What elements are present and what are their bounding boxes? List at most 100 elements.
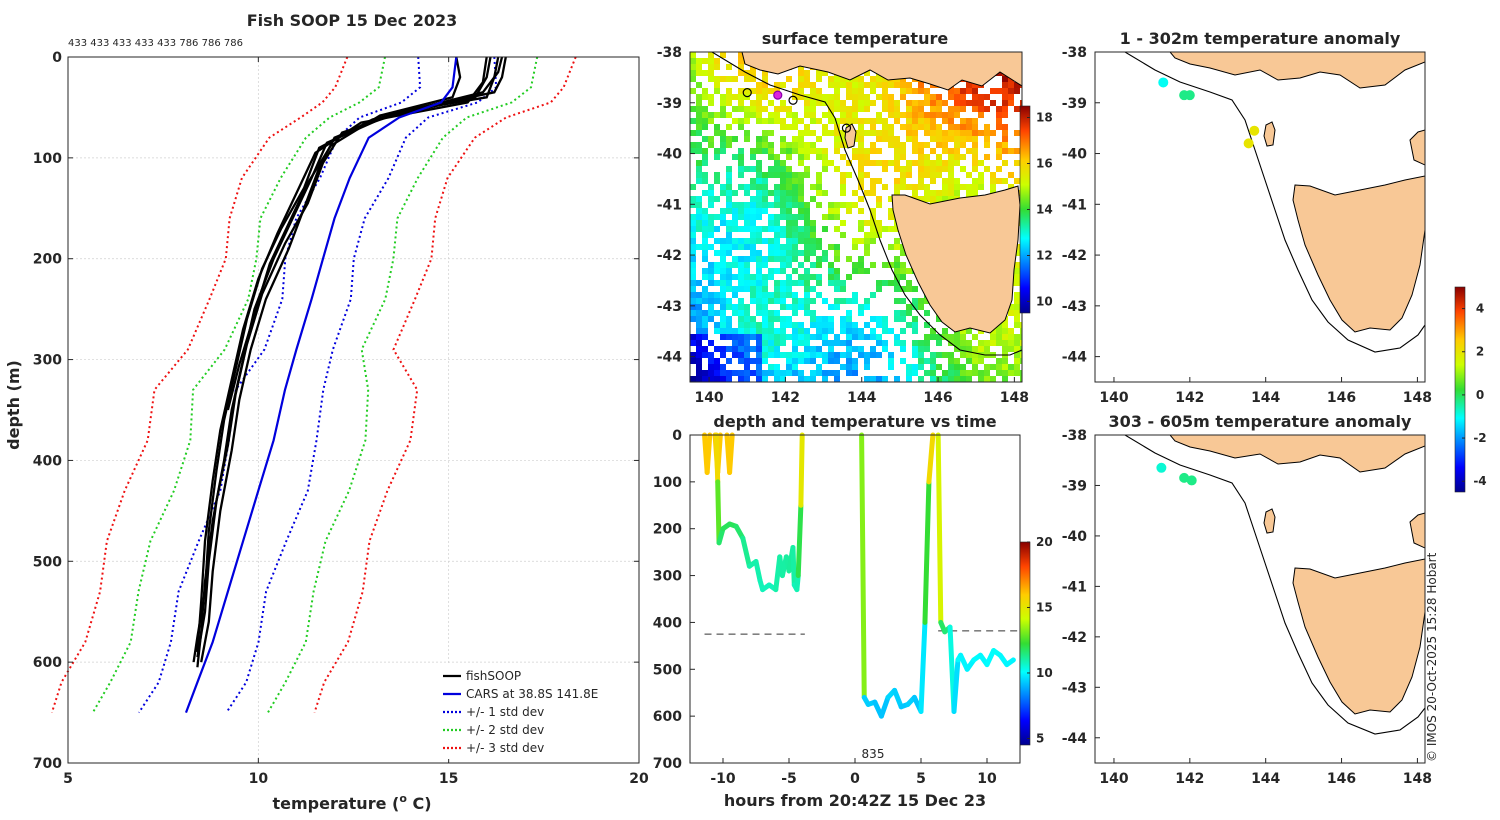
sst-cell (768, 202, 774, 208)
sst-cell (906, 184, 912, 190)
sst-cell (852, 88, 858, 94)
sst-cell (972, 124, 978, 130)
sst-cell (762, 304, 768, 310)
sst-cell (1002, 76, 1008, 82)
sst-cell (720, 220, 726, 226)
sst-cell (732, 76, 738, 82)
sst-cell (858, 220, 864, 226)
sst-cell (780, 316, 786, 322)
sst-cell (900, 124, 906, 130)
sst-cell (948, 154, 954, 160)
sst-cell (882, 136, 888, 142)
sst-cell (888, 226, 894, 232)
dtime-ytick-label: 0 (672, 428, 682, 444)
sst-cell (870, 148, 876, 154)
sst-cell (924, 358, 930, 364)
sst-cell (792, 118, 798, 124)
sst-cell (834, 268, 840, 274)
sst-cell (1002, 334, 1008, 340)
sst-cell (816, 322, 822, 328)
dtime-trace-segment (878, 694, 891, 719)
sst-cell (900, 346, 906, 352)
sst-cell (954, 154, 960, 160)
sst-cell (798, 88, 804, 94)
sst-cell (834, 82, 840, 88)
sst-cell (894, 238, 900, 244)
sst-cell (894, 148, 900, 154)
anomaly-upper-point (1184, 90, 1195, 101)
sst-cell (972, 130, 978, 136)
sst-cell (756, 214, 762, 220)
dtime-trace-segment (715, 479, 722, 546)
sst-cell (690, 376, 696, 382)
sst-cell (798, 280, 804, 286)
sst-cell (804, 376, 810, 382)
sst-cell (804, 310, 810, 316)
sst-cell (930, 124, 936, 130)
dtime-ytick-label: 500 (653, 662, 682, 678)
sst-cell (762, 190, 768, 196)
sst-cell (732, 94, 738, 100)
sst-cell (804, 250, 810, 256)
sst-cell (756, 94, 762, 100)
sst-cell (930, 118, 936, 124)
sst-cell (936, 340, 942, 346)
sst-cell (864, 100, 870, 106)
sst-cell (774, 352, 780, 358)
sst-cell (804, 358, 810, 364)
sst-xtick-label: 148 (1000, 390, 1029, 406)
sst-cell (810, 238, 816, 244)
sst-cell (900, 328, 906, 334)
sst-cell (1008, 370, 1014, 376)
sst-cell (888, 364, 894, 370)
sst-cell (816, 316, 822, 322)
sst-cell (726, 376, 732, 382)
sst-cell (726, 142, 732, 148)
sst-cell (852, 94, 858, 100)
sst-cell (1002, 178, 1008, 184)
sst-map (690, 52, 1022, 382)
sst-cell (696, 346, 702, 352)
sst-cell (1002, 124, 1008, 130)
sst-cell (708, 184, 714, 190)
sst-cell (870, 238, 876, 244)
sst-cell (948, 106, 954, 112)
anomaly-lower-ytick-label: -39 (1062, 478, 1087, 494)
sst-cell (696, 64, 702, 70)
sst-cell (702, 298, 708, 304)
sst-cell (858, 94, 864, 100)
sst-cell (870, 178, 876, 184)
sst-cell (810, 142, 816, 148)
sst-cell (960, 352, 966, 358)
anomaly-lower-title: 303 - 605m temperature anomaly (1109, 412, 1412, 431)
sst-cell (864, 298, 870, 304)
sst-cell (822, 70, 828, 76)
sst-cell (762, 322, 768, 328)
sst-panel: surface temperature 140 142 144 146 148-38-3… (657, 29, 1053, 406)
sst-cell (906, 112, 912, 118)
sst-cell (756, 136, 762, 142)
sst-cell (804, 172, 810, 178)
sst-cell (948, 148, 954, 154)
sst-cell (708, 226, 714, 232)
sst-cell (888, 208, 894, 214)
sst-cell (972, 118, 978, 124)
sst-cell (810, 130, 816, 136)
sst-cell (756, 310, 762, 316)
sst-cell (972, 154, 978, 160)
sst-cell (792, 214, 798, 220)
sst-cell (702, 70, 708, 76)
profile-ytick-label: 100 (33, 151, 62, 167)
sst-cell (900, 298, 906, 304)
sst-cell (792, 136, 798, 142)
sst-cell (792, 292, 798, 298)
sst-ticks: 140 142 144 146 148-38-39-40-41-42-43-44 (657, 45, 1029, 406)
sst-cell (798, 196, 804, 202)
sst-cell (870, 232, 876, 238)
anomaly-lower-ytick-label: -43 (1062, 680, 1087, 696)
sst-cell (726, 244, 732, 250)
sst-cell (840, 130, 846, 136)
sst-cell (864, 82, 870, 88)
sst-cell (708, 94, 714, 100)
